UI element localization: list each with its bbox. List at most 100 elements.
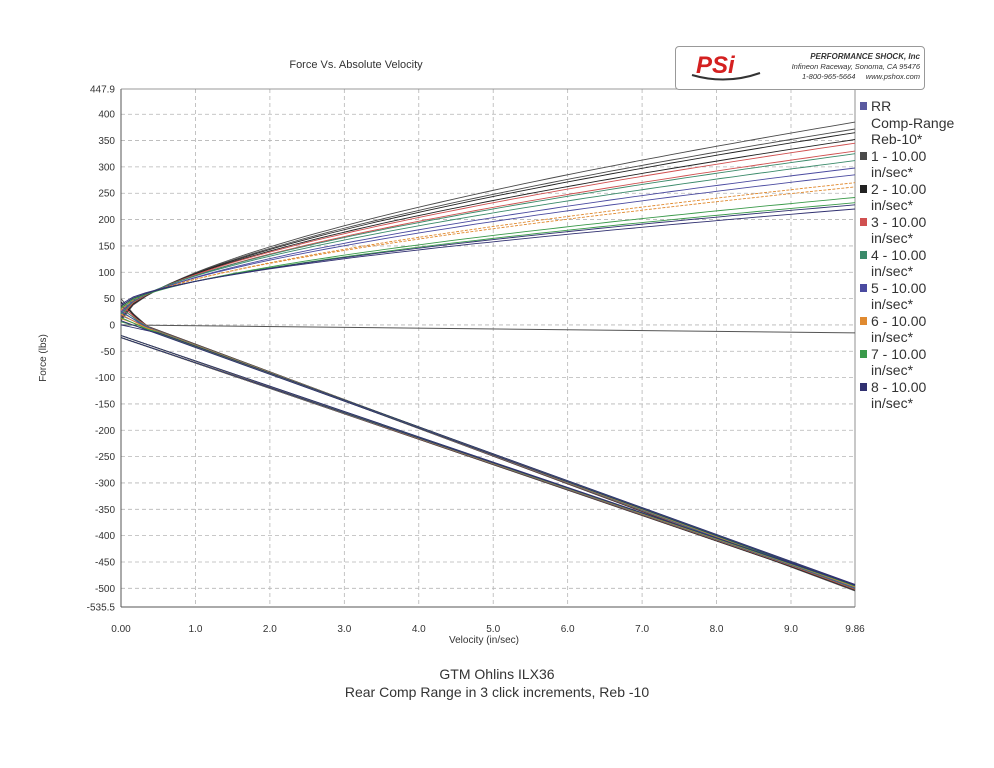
legend-swatch xyxy=(860,250,867,259)
legend-swatch xyxy=(860,382,867,391)
compression-curve xyxy=(120,208,856,305)
legend-label: 4 - 10.00 in/sec* xyxy=(871,246,927,280)
legend-title-text: RR Comp-Range Reb-10* xyxy=(871,98,955,147)
y-tick-label: -250 xyxy=(95,452,115,463)
compression-curve xyxy=(120,186,856,309)
series-group xyxy=(120,197,856,587)
legend-title: RR Comp-Range Reb-10* xyxy=(859,98,989,148)
y-tick-label: 50 xyxy=(104,294,116,305)
compression-curve xyxy=(120,204,856,307)
footer-subtitle: Rear Comp Range in 3 click increments, R… xyxy=(344,684,650,700)
x-tick-label: 1.0 xyxy=(188,624,202,635)
psi-logo-mark-icon: PSi xyxy=(691,52,761,81)
rebound-curve xyxy=(120,324,856,585)
compression-curve xyxy=(120,132,856,319)
x-tick-label: 0.00 xyxy=(111,624,131,635)
legend-label: 6 - 10.00 in/sec* xyxy=(871,312,927,346)
compression-curve xyxy=(120,142,856,317)
y-tick-label: -150 xyxy=(95,399,115,410)
compression-curve xyxy=(120,160,856,314)
chart-title: Force Vs. Absolute Velocity xyxy=(289,59,423,71)
y-tick-label: -300 xyxy=(95,478,115,489)
series-lines xyxy=(120,121,856,592)
y-tick-label: 350 xyxy=(98,136,115,147)
legend-items: 1 - 10.00 in/sec* 2 - 10.00 in/sec* 3 - 10… xyxy=(859,148,989,412)
rebound-curve xyxy=(120,337,856,586)
compression-curve xyxy=(120,153,856,315)
compression-curve xyxy=(120,167,856,313)
series-group xyxy=(120,132,856,591)
zero-reference-line xyxy=(120,324,856,334)
compression-curve xyxy=(120,182,856,311)
logo-company: PERFORMANCE SHOCK, Inc xyxy=(810,52,920,61)
y-tick-label: -50 xyxy=(101,347,116,358)
y-tick-label: 200 xyxy=(98,215,115,226)
x-tick-label: 6.0 xyxy=(561,624,575,635)
axes xyxy=(120,88,856,608)
y-tick-label: 447.9 xyxy=(90,85,115,96)
legend-label: 8 - 10.00 in/sec* xyxy=(871,378,927,412)
y-tick-label: 0 xyxy=(109,320,115,331)
x-tick-label: 3.0 xyxy=(337,624,351,635)
legend-item: 2 - 10.00 in/sec* xyxy=(859,181,989,214)
y-tick-label: -350 xyxy=(95,505,115,516)
tick-labels: 447.9 400 350 300 250 200 150 100 50 0 -50 -100 -150… xyxy=(87,85,866,636)
legend-item: 1 - 10.00 in/sec* xyxy=(859,148,989,181)
logo-address: Infineon Raceway, Sonoma, CA 95476 xyxy=(791,62,920,71)
legend-item: 7 - 10.00 in/sec* xyxy=(859,346,989,379)
legend-item: 3 - 10.00 in/sec* xyxy=(859,214,989,247)
legend-item: 6 - 10.00 in/sec* xyxy=(859,313,989,346)
compression-curve xyxy=(120,139,856,318)
series-group xyxy=(120,182,856,588)
x-tick-label: 8.0 xyxy=(710,624,724,635)
grid xyxy=(121,89,855,607)
x-tick-label: 2.0 xyxy=(263,624,277,635)
rebound-curve xyxy=(120,320,856,586)
compression-curve xyxy=(120,128,856,320)
legend-label: 5 - 10.00 in/sec* xyxy=(871,279,927,313)
x-tick-label: 5.0 xyxy=(486,624,500,635)
y-tick-label: 300 xyxy=(98,162,115,173)
legend-label: 1 - 10.00 in/sec* xyxy=(871,147,927,181)
legend-item: 8 - 10.00 in/sec* xyxy=(859,379,989,412)
legend-label: 7 - 10.00 in/sec* xyxy=(871,345,927,379)
legend-swatch xyxy=(860,283,867,292)
y-tick-label: -200 xyxy=(95,426,115,437)
compression-curve xyxy=(120,150,856,316)
y-tick-label: 100 xyxy=(98,268,115,279)
x-axis-label: Velocity (in/sec) xyxy=(449,635,519,646)
compression-curve xyxy=(120,121,856,321)
y-tick-label: -100 xyxy=(95,373,115,384)
x-tick-label: 9.86 xyxy=(845,624,865,635)
legend-swatch xyxy=(860,217,867,226)
legend-swatch xyxy=(860,316,867,325)
legend-swatch xyxy=(860,184,867,193)
x-tick-label: 4.0 xyxy=(412,624,426,635)
legend-swatch xyxy=(860,151,867,160)
series-group xyxy=(120,121,856,592)
compression-curve xyxy=(120,174,856,312)
legend-title-swatch xyxy=(860,102,867,110)
x-tick-label: 7.0 xyxy=(635,624,649,635)
footer-title: GTM Ohlins ILX36 xyxy=(439,666,555,682)
svg-text:PSi: PSi xyxy=(696,52,736,79)
y-tick-label: 150 xyxy=(98,241,115,252)
chart-legend: RR Comp-Range Reb-10* 1 - 10.00 in/sec* 2… xyxy=(859,98,989,412)
legend-item: 4 - 10.00 in/sec* xyxy=(859,247,989,280)
y-tick-label: 250 xyxy=(98,189,115,200)
x-tick-label: 9.0 xyxy=(784,624,798,635)
legend-label: 3 - 10.00 in/sec* xyxy=(871,213,927,247)
y-tick-label: -450 xyxy=(95,557,115,568)
legend-label: 2 - 10.00 in/sec* xyxy=(871,180,927,214)
y-tick-label: -500 xyxy=(95,584,115,595)
y-axis-label: Force (lbs) xyxy=(38,334,49,382)
series-group xyxy=(120,204,856,586)
legend-item: 5 - 10.00 in/sec* xyxy=(859,280,989,313)
series-group xyxy=(120,153,856,590)
y-tick-label: 400 xyxy=(98,110,115,121)
logo-contact: 1-800-965-5664 www.pshox.com xyxy=(802,72,920,81)
compression-curve xyxy=(120,197,856,309)
y-tick-label: -535.5 xyxy=(87,603,116,614)
legend-swatch xyxy=(860,349,867,358)
